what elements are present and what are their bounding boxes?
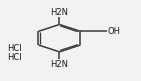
Text: HCl: HCl: [7, 44, 22, 53]
Text: H2N: H2N: [50, 8, 68, 17]
Text: HCl: HCl: [7, 53, 22, 62]
Text: H2N: H2N: [50, 60, 68, 69]
Text: OH: OH: [107, 27, 120, 36]
